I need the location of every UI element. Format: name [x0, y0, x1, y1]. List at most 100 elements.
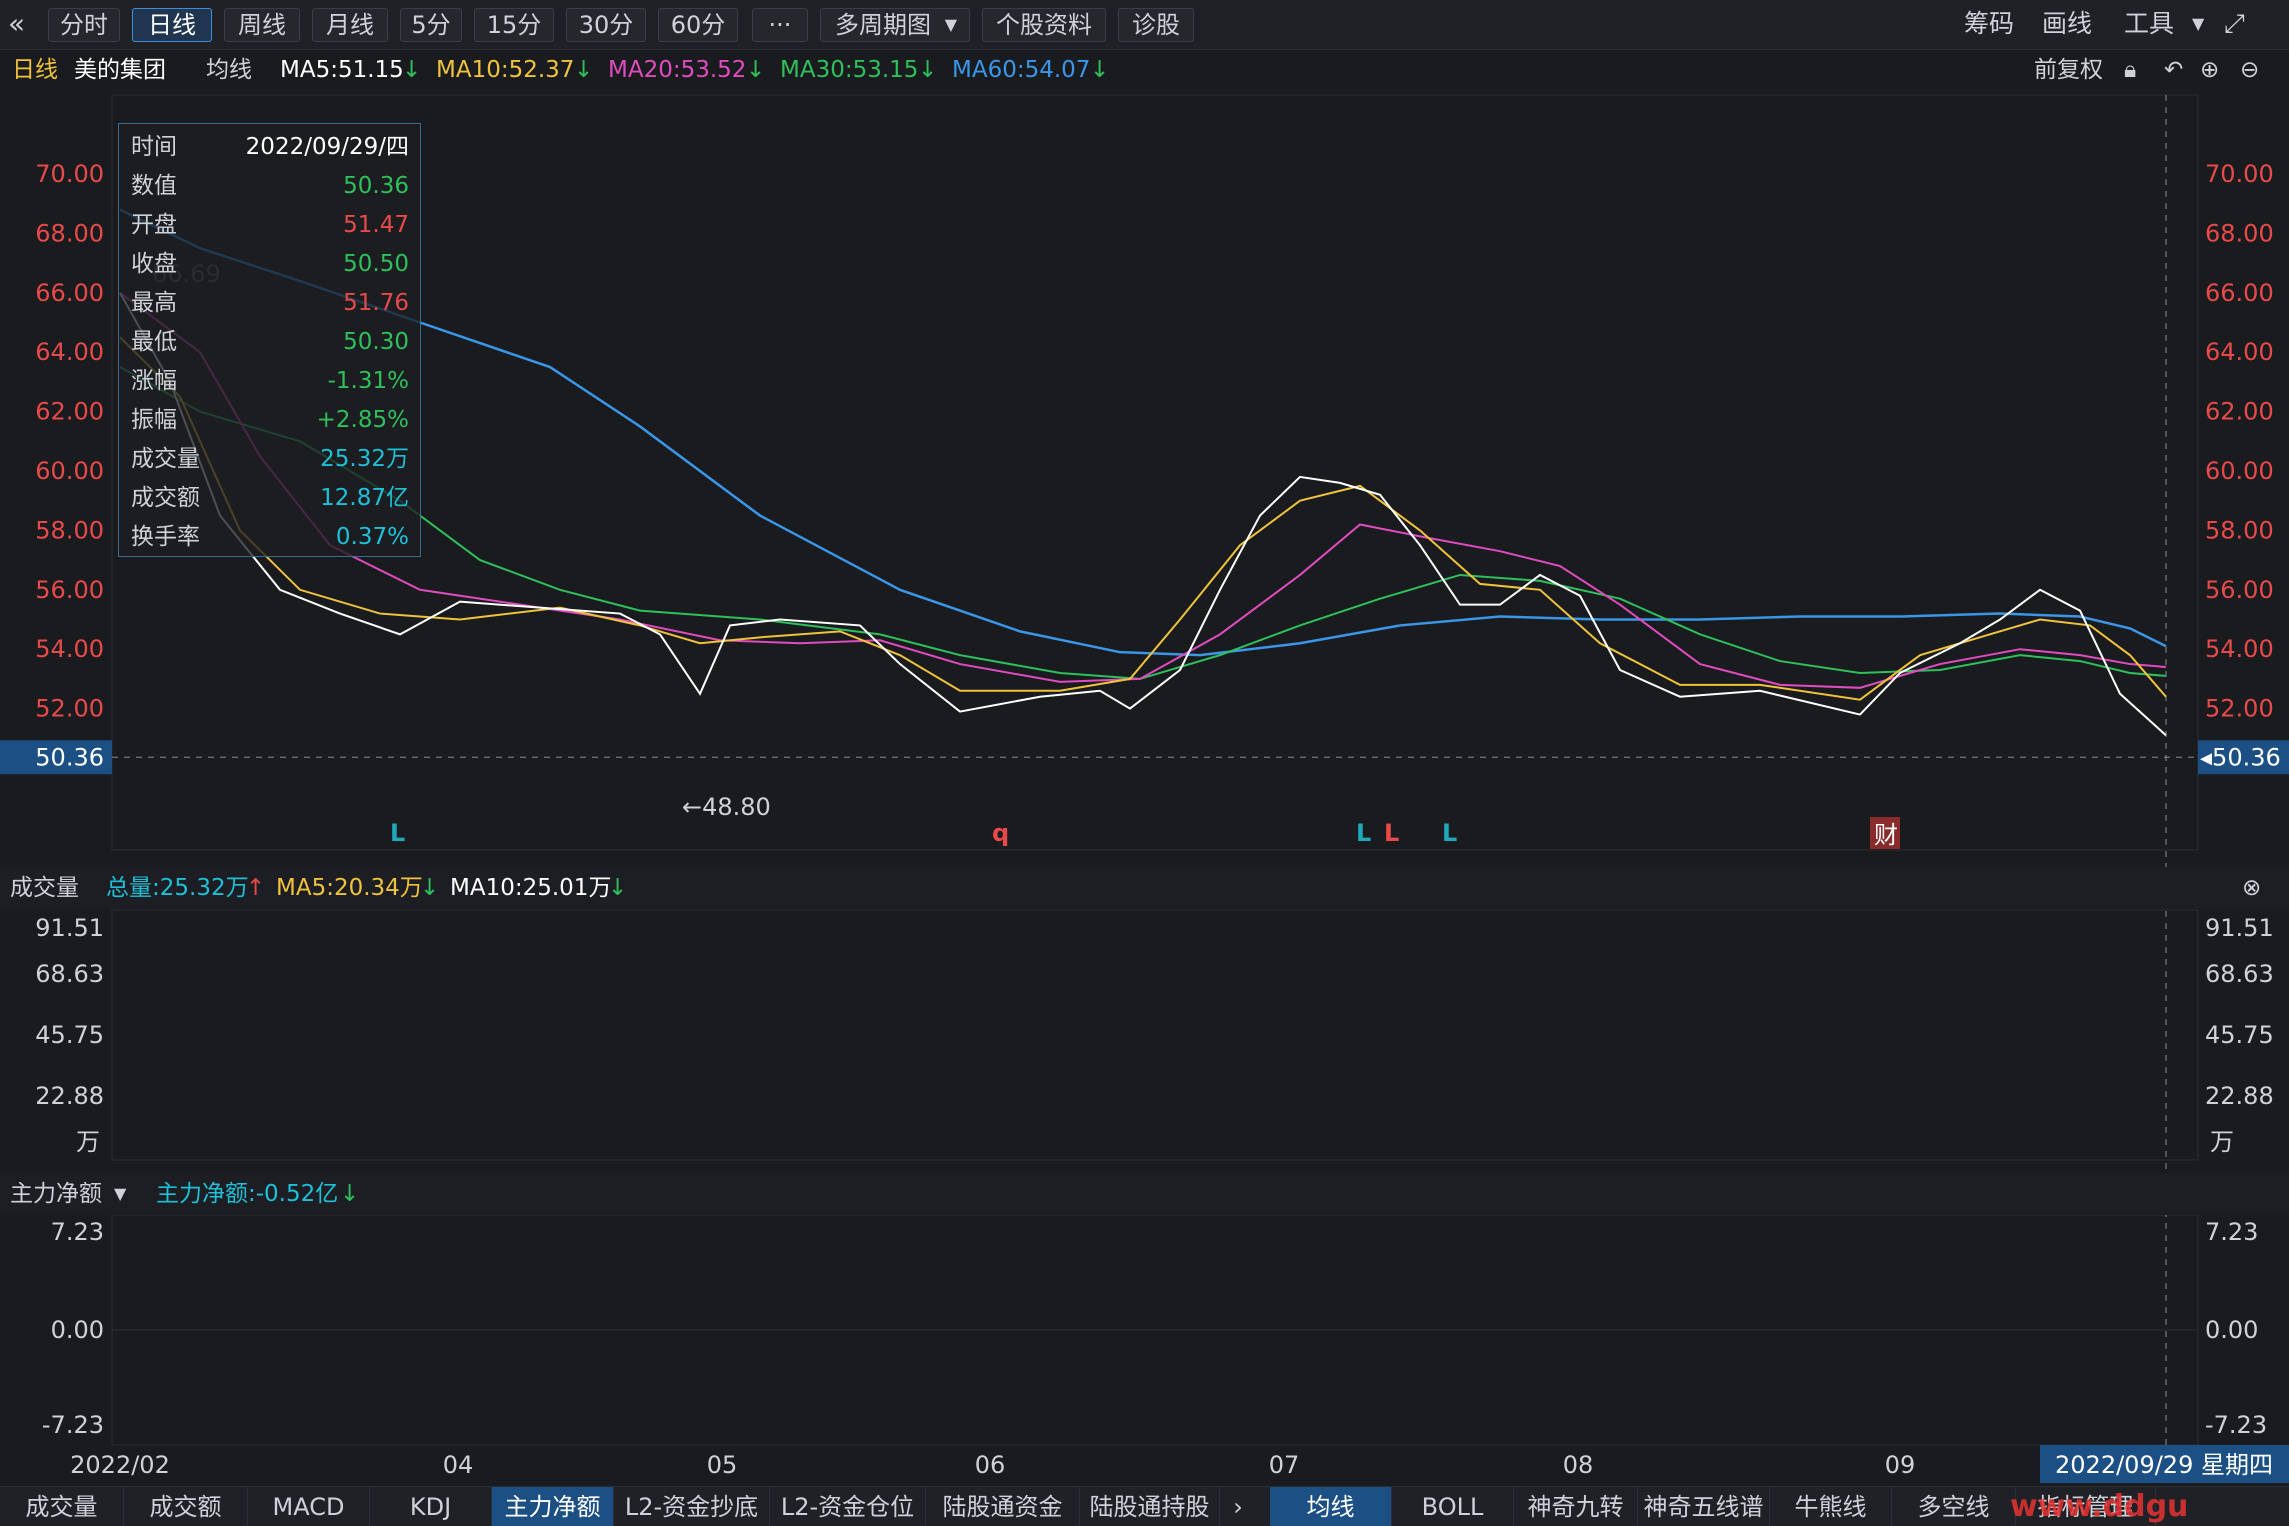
more-button[interactable]: ···	[752, 8, 808, 42]
diagnose-button[interactable]: 诊股	[1118, 8, 1194, 42]
lock-icon[interactable]: 🔒︎	[2124, 57, 2137, 83]
chips-button[interactable]: 筹码	[1964, 9, 2015, 38]
tooltip-value: 12.87亿	[320, 485, 409, 511]
tooltip-key: 成交额	[131, 485, 200, 511]
price-tick-label-left: 70.00	[35, 160, 104, 188]
x-axis-label: 07	[1269, 1451, 1300, 1479]
flow-tick-left: 7.23	[51, 1218, 104, 1246]
volume-tick-right: 91.51	[2205, 914, 2274, 942]
volume-header: 成交量 总量:25.32万 ↑ MA5:20.34万 ↓ MA10:25.01万…	[0, 867, 2289, 909]
price-tick-label-left: 62.00	[35, 398, 104, 426]
current-price-right: ◂50.36	[2200, 743, 2281, 771]
volume-tick-right: 22.88	[2205, 1082, 2274, 1110]
volume-tick-left: 22.88	[35, 1082, 104, 1110]
collapse-icon[interactable]: «	[8, 7, 26, 40]
ma10-value: MA10:52.37	[436, 57, 575, 83]
period-tab-weekly[interactable]: 周线	[224, 8, 300, 42]
current-price-badge-right	[2198, 740, 2289, 775]
stock-name: 美的集团	[74, 57, 166, 83]
period-tab-intraday[interactable]: 分时	[48, 8, 120, 42]
period-tab-15min[interactable]: 15分	[474, 8, 554, 42]
tooltip-row: 开盘 51.47	[131, 206, 409, 245]
price-tick-label-right: 62.00	[2205, 398, 2274, 426]
arrow-up-icon: ↑	[246, 875, 266, 901]
period-tab-60min[interactable]: 60分	[658, 8, 738, 42]
signal-marker: L	[390, 819, 405, 847]
multi-period-label: 多周期图	[835, 11, 931, 39]
indicator-tab-bar: 成交量 成交额 MACD KDJ 主力净额 L2-资金抄底 L2-资金仓位 陆股通资金 陆股通持…	[0, 1486, 2289, 1526]
price-tick-label-left: 52.00	[35, 695, 104, 723]
zoom-in-icon[interactable]: ⊕	[2200, 57, 2220, 83]
current-date-badge	[2040, 1445, 2289, 1483]
flow-tick-right: -7.23	[2205, 1411, 2267, 1439]
flow-title[interactable]: 主力净额	[10, 1181, 102, 1207]
indicator-tab[interactable]: 均线	[1270, 1487, 1392, 1526]
period-label: 日线	[12, 57, 58, 83]
tooltip-value: 0.37%	[335, 524, 409, 550]
tooltip-row: 最低 50.30	[131, 323, 409, 362]
chevron-down-icon: ▼	[944, 15, 957, 34]
volume-unit-left: 万	[76, 1128, 100, 1156]
flow-tick-left: 0.00	[51, 1316, 104, 1344]
price-grid	[0, 94, 2289, 1483]
indicator-tab[interactable]: 成交额	[124, 1487, 248, 1526]
current-date: 2022/09/29 星期四	[2055, 1451, 2273, 1479]
tooltip-row: 成交额 12.87亿	[131, 479, 409, 518]
zoom-out-icon[interactable]: ⊖	[2240, 57, 2260, 83]
price-tick-label-left: 64.00	[35, 338, 104, 366]
volume-unit-right: 万	[2210, 1128, 2234, 1156]
chevron-down-icon[interactable]: ▼	[114, 1184, 127, 1203]
tooltip-row: 振幅 +2.85%	[131, 401, 409, 440]
multi-period-dropdown[interactable]: 多周期图 ▼	[820, 8, 970, 42]
tooltip-row: 收盘 50.50	[131, 245, 409, 284]
tools-button[interactable]: 工具	[2124, 9, 2175, 38]
tooltip-value: 51.76	[343, 290, 409, 316]
tooltip-key: 换手率	[131, 524, 200, 550]
flow-value: 主力净额:-0.52亿	[156, 1181, 339, 1207]
volume-title[interactable]: 成交量	[10, 875, 79, 901]
fullscreen-icon[interactable]: ⤢	[2224, 9, 2245, 39]
data-tooltip: 时间 2022/09/29/四 数值 50.36 开盘 51.47 收盘 50.50 最高 51.…	[118, 123, 421, 557]
volume-ma5: MA5:20.34万	[276, 875, 423, 901]
indicator-tab[interactable]: BOLL	[1392, 1487, 1514, 1526]
indicator-tab[interactable]: KDJ	[370, 1487, 492, 1526]
undo-icon[interactable]: ↶	[2164, 57, 2184, 83]
adjust-mode-button[interactable]: 前复权	[2034, 57, 2103, 83]
indicator-tab[interactable]: 牛熊线	[1770, 1487, 1892, 1526]
indicator-tab[interactable]: 多空线	[1892, 1487, 2016, 1526]
price-panel-border	[111, 94, 2199, 851]
ma-selector[interactable]: 均线	[206, 57, 252, 83]
indicator-tab[interactable]: MACD	[248, 1487, 370, 1526]
price-tick-label-right: 66.00	[2205, 279, 2274, 307]
stock-info-button[interactable]: 个股资料	[982, 8, 1106, 42]
indicator-tab[interactable]: L2-资金抄底	[614, 1487, 770, 1526]
volume-tick-right: 45.75	[2205, 1021, 2274, 1049]
indicator-tab[interactable]: 陆股通资金	[926, 1487, 1080, 1526]
chevron-right-icon[interactable]: ›	[1233, 1493, 1243, 1521]
arrow-down-icon: ↓	[608, 875, 628, 901]
ma5-value: MA5:51.15	[280, 57, 404, 83]
indicator-tab[interactable]: 神奇九转	[1514, 1487, 1638, 1526]
x-axis-label: 04	[443, 1451, 474, 1479]
indicator-tab[interactable]: 主力净额	[492, 1487, 614, 1526]
period-tab-30min[interactable]: 30分	[566, 8, 646, 42]
tooltip-key: 最低	[131, 329, 177, 355]
period-tab-monthly[interactable]: 月线	[312, 8, 388, 42]
period-tab-daily[interactable]: 日线	[132, 8, 212, 42]
indicator-tab[interactable]: 陆股通持股	[1080, 1487, 1220, 1526]
indicator-tab[interactable]: 指标管理	[2016, 1487, 2156, 1526]
draw-button[interactable]: 画线	[2042, 9, 2093, 38]
price-tick-label-right: 70.00	[2205, 160, 2274, 188]
close-icon[interactable]: ⊗	[2242, 875, 2262, 901]
chevron-down-icon[interactable]: ▼	[2192, 14, 2205, 33]
price-tick-label-right: 54.00	[2205, 635, 2274, 663]
indicator-tab[interactable]: 成交量	[0, 1487, 124, 1526]
x-axis-label: 05	[707, 1451, 738, 1479]
indicator-tab[interactable]: 神奇五线谱	[1638, 1487, 1770, 1526]
flow-tick-right: 0.00	[2205, 1316, 2258, 1344]
x-axis-label: 08	[1563, 1451, 1594, 1479]
ma20-line	[119, 291, 2167, 689]
period-tab-5min[interactable]: 5分	[400, 8, 462, 42]
indicator-tab[interactable]: L2-资金仓位	[770, 1487, 926, 1526]
